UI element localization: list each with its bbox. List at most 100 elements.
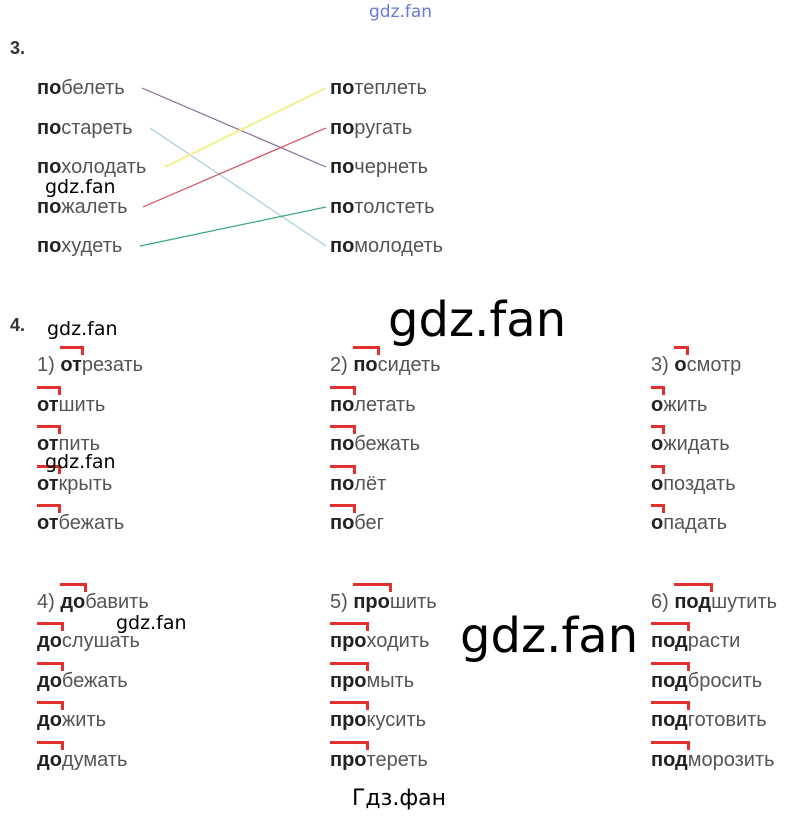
prefix-mark-icon (37, 741, 64, 750)
word-root: поздать (663, 473, 736, 495)
word-prefix: под (674, 583, 714, 613)
word-root: ходить (366, 630, 430, 652)
word-prefix: до (37, 662, 64, 692)
word-root: сидеть (377, 354, 441, 376)
prefix-word: про тереть (330, 741, 428, 772)
word-root: крыть (58, 473, 113, 495)
prefix-mark-icon (353, 346, 380, 355)
word-prefix: по (330, 196, 355, 218)
prefix-word: от бежать (37, 504, 125, 535)
word-prefix: о (651, 504, 666, 534)
matching-lines (139, 87, 327, 247)
word-root: стареть (61, 117, 133, 139)
word-root: теплеть (354, 77, 427, 99)
left-word: побелеть (37, 76, 125, 100)
word-root: жидать (663, 433, 730, 455)
word-root: худеть (61, 235, 123, 257)
prefix-word: 6) под шутить (651, 583, 778, 614)
word-root: тереть (366, 749, 428, 771)
prefix-word: до бежать (37, 662, 128, 693)
word-prefix: по (330, 504, 357, 534)
word-prefix: до (37, 741, 64, 771)
word-prefix: по (330, 425, 357, 455)
word-root: шить (58, 394, 106, 416)
prefix-mark-icon (674, 583, 714, 592)
word-prefix: до (60, 583, 88, 613)
word-prefix: под (651, 701, 690, 731)
prefix-word: под бросить (651, 662, 762, 693)
word-prefix: под (651, 622, 690, 652)
prefix-word: под расти (651, 622, 741, 653)
prefix-mark-icon (37, 386, 61, 395)
word-root: шутить (711, 591, 778, 613)
prefix-mark-icon (37, 701, 64, 710)
word-prefix: о (651, 386, 666, 416)
word-root: смотр (686, 354, 742, 376)
prefix-mark-icon (651, 425, 666, 434)
left-word: похолодать (37, 155, 146, 179)
prefix-mark-icon (651, 662, 690, 671)
word-prefix: по (353, 346, 380, 376)
prefix-word: под морозить (651, 741, 775, 772)
prefix-word: про ходить (330, 622, 430, 653)
prefix-word: 2) по сидеть (330, 346, 441, 377)
prefix-word: от шить (37, 386, 106, 417)
word-root: молодеть (354, 235, 444, 257)
word-root: жалеть (61, 196, 128, 218)
watermark: gdz.fan (116, 612, 187, 634)
word-root: толстеть (354, 196, 435, 218)
prefix-mark-icon (60, 583, 88, 592)
prefix-mark-icon (330, 622, 369, 631)
prefix-mark-icon (60, 346, 84, 355)
task-3-number: 3. (10, 38, 26, 58)
prefix-word: про мыть (330, 662, 414, 693)
watermark: gdz.fan (45, 451, 116, 473)
word-root: жить (663, 394, 708, 416)
prefix-word: от крыть (37, 465, 113, 496)
word-root: кусить (366, 709, 427, 731)
watermark-top: gdz.fan (369, 2, 433, 22)
task-4-number: 4. (10, 315, 26, 335)
prefix-mark-icon (674, 346, 689, 355)
word-prefix: про (330, 741, 369, 771)
word-root: слушать (61, 630, 140, 652)
word-prefix: от (60, 346, 84, 376)
watermark-big: gdz.fan (460, 608, 639, 664)
item-number: 3) (651, 354, 675, 376)
word-root: лёт (354, 473, 387, 495)
prefix-mark-icon (651, 741, 690, 750)
prefix-word: про кусить (330, 701, 427, 732)
word-root: расти (687, 630, 741, 652)
prefix-mark-icon (330, 504, 357, 513)
prefix-mark-icon (37, 662, 64, 671)
word-root: падать (663, 512, 728, 534)
word-prefix: о (651, 425, 666, 455)
word-prefix: по (330, 386, 357, 416)
prefix-word: по лёт (330, 465, 387, 496)
word-prefix: по (37, 196, 62, 218)
right-word: потеплеть (330, 76, 427, 100)
word-prefix: от (37, 504, 61, 534)
word-prefix: по (37, 156, 62, 178)
word-root: ругать (354, 117, 413, 139)
word-prefix: по (330, 117, 355, 139)
right-word: поругать (330, 116, 412, 140)
word-prefix: под (651, 662, 690, 692)
prefix-mark-icon (353, 583, 392, 592)
word-prefix: по (330, 235, 355, 257)
word-root: думать (61, 749, 128, 771)
prefix-mark-icon (37, 465, 61, 474)
prefix-word: до слушать (37, 622, 140, 653)
prefix-mark-icon (37, 504, 61, 513)
prefix-mark-icon (37, 425, 61, 434)
word-prefix: по (37, 77, 62, 99)
word-root: белеть (61, 77, 125, 99)
word-root: бежать (58, 512, 125, 534)
word-root: бежать (61, 670, 128, 692)
item-number: 5) (330, 591, 354, 613)
word-prefix: про (330, 701, 369, 731)
prefix-mark-icon (651, 504, 666, 513)
right-word: потолстеть (330, 195, 435, 219)
word-root: бавить (85, 591, 149, 613)
